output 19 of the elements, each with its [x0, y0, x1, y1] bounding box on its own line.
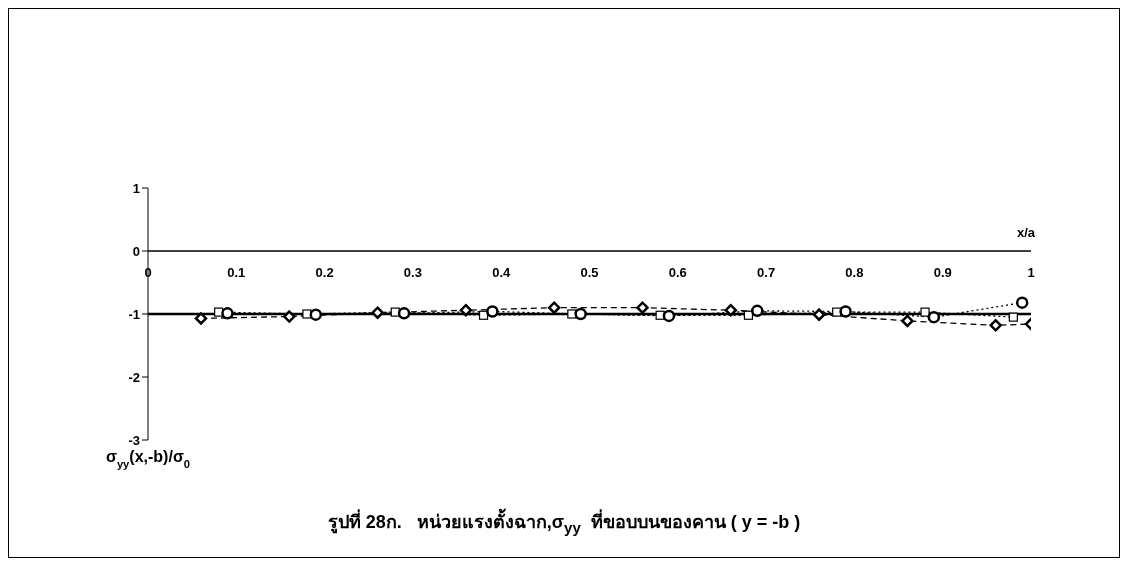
y-tick-label: -2 [128, 369, 140, 385]
x-tick-label: 0.1 [227, 265, 246, 280]
y-axis-title: σ$_{yy}$(x,-b)/σ$_{0}$ [105, 448, 191, 470]
x-tick-label: 0.8 [845, 265, 864, 280]
x-axis-title: x/a [1016, 225, 1036, 240]
x-tick-label: 0.5 [580, 265, 599, 280]
y-tick-label: 0 [132, 243, 140, 259]
x-tick-label: 0.6 [668, 265, 687, 280]
x-tick-label: 0.9 [933, 265, 952, 280]
x-tick-label: 0 [144, 265, 152, 280]
text: รูปที่ 28ก. หน่วยแรงตั้งฉาก,σ$_{yy}$ ที่ขอบบนของคาน ( y = -b ) [326, 507, 802, 536]
y-tick-label: -1 [128, 306, 140, 322]
x-tick-label: 0.3 [403, 265, 422, 280]
y-tick-label: -3 [128, 432, 140, 448]
x-tick-label: 0.7 [757, 265, 776, 280]
x-tick-label: 1 [1027, 265, 1035, 280]
x-tick-label: 0.2 [315, 265, 334, 280]
x-tick-label: 0.4 [492, 265, 511, 280]
y-tick-label: 1 [132, 180, 140, 196]
